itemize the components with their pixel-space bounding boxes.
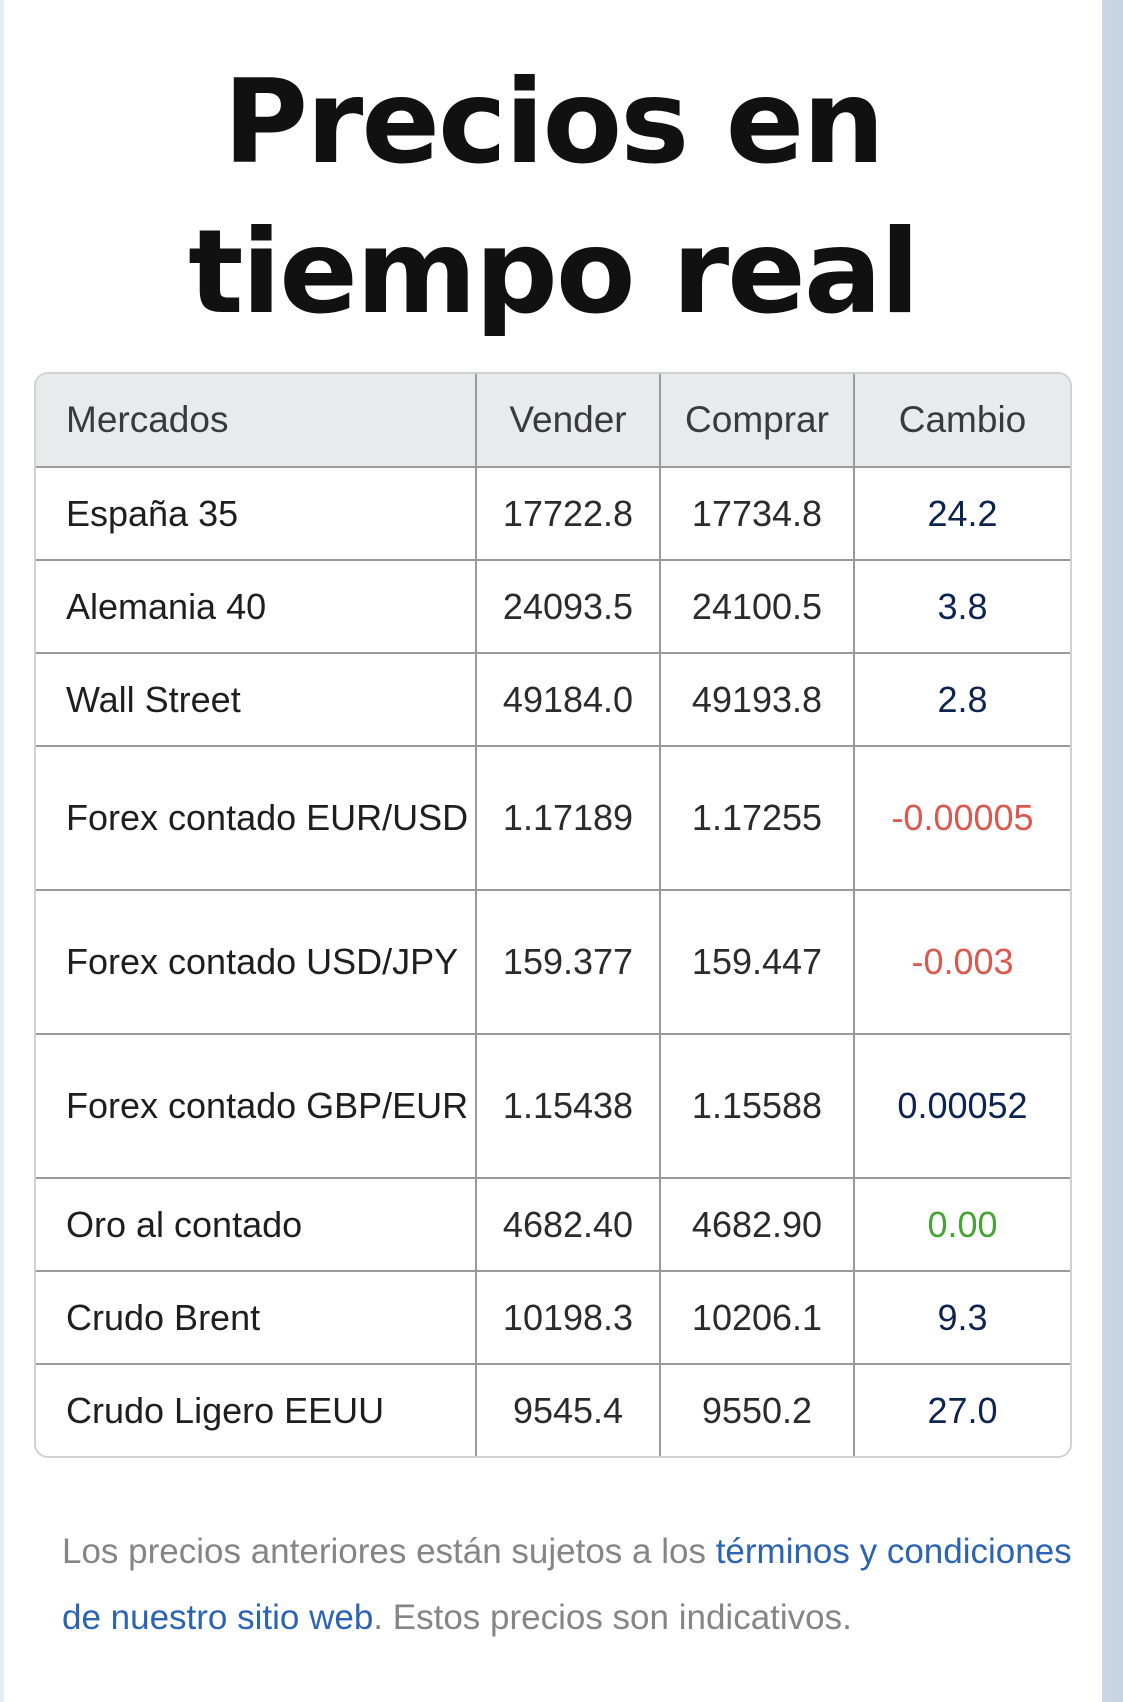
- disclaimer-text-after: . Estos precios son indicativos.: [373, 1598, 852, 1637]
- table-header-row: Mercados Vender Comprar Cambio: [36, 374, 1070, 468]
- sell-price: 10198.3: [476, 1271, 661, 1365]
- prices-table: Mercados Vender Comprar Cambio España 35…: [34, 372, 1072, 1458]
- table-row: Forex contado GBP/EUR 1.15438 1.15588 0.…: [36, 1034, 1070, 1179]
- market-name: España 35: [36, 467, 477, 561]
- buy-price: 49193.8: [660, 653, 855, 747]
- header-markets: Mercados: [36, 374, 477, 468]
- change-value: 0.00052: [854, 1034, 1070, 1179]
- disclaimer-text-before: Los precios anteriores están sujetos a l…: [62, 1532, 716, 1571]
- market-name: Forex contado EUR/USD: [36, 746, 477, 891]
- page-card: Precios en tiempo real Mercados Vender C…: [4, 0, 1102, 1702]
- table-row: Crudo Ligero EEUU 9545.4 9550.2 27.0: [36, 1364, 1070, 1456]
- buy-price: 17734.8: [660, 467, 855, 561]
- market-name: Oro al contado: [36, 1178, 477, 1272]
- page-title-line-2: tiempo real: [188, 205, 920, 340]
- table-row: España 35 17722.8 17734.8 24.2: [36, 467, 1070, 561]
- change-value: 24.2: [854, 467, 1070, 561]
- sell-price: 159.377: [476, 890, 661, 1035]
- header-sell: Vender: [476, 374, 661, 468]
- sell-price: 24093.5: [476, 560, 661, 654]
- market-name: Wall Street: [36, 653, 477, 747]
- change-value: -0.003: [854, 890, 1070, 1035]
- header-change: Cambio: [854, 374, 1070, 468]
- change-value: 9.3: [854, 1271, 1070, 1365]
- sell-price: 1.15438: [476, 1034, 661, 1179]
- market-name: Crudo Brent: [36, 1271, 477, 1365]
- buy-price: 159.447: [660, 890, 855, 1035]
- change-value: -0.00005: [854, 746, 1070, 891]
- buy-price: 9550.2: [660, 1364, 855, 1456]
- market-name: Forex contado GBP/EUR: [36, 1034, 477, 1179]
- sell-price: 49184.0: [476, 653, 661, 747]
- change-value: 0.00: [854, 1178, 1070, 1272]
- buy-price: 4682.90: [660, 1178, 855, 1272]
- table-row: Oro al contado 4682.40 4682.90 0.00: [36, 1178, 1070, 1272]
- change-value: 3.8: [854, 560, 1070, 654]
- terms-link[interactable]: términos y condiciones de nuestro sitio …: [62, 1532, 1072, 1637]
- table-row: Forex contado USD/JPY 159.377 159.447 -0…: [36, 890, 1070, 1035]
- disclaimer-text: Los precios anteriores están sujetos a l…: [62, 1519, 1072, 1651]
- market-name: Alemania 40: [36, 560, 477, 654]
- change-value: 2.8: [854, 653, 1070, 747]
- buy-price: 1.17255: [660, 746, 855, 891]
- sell-price: 17722.8: [476, 467, 661, 561]
- sell-price: 9545.4: [476, 1364, 661, 1456]
- sell-price: 1.17189: [476, 746, 661, 891]
- table-row: Alemania 40 24093.5 24100.5 3.8: [36, 560, 1070, 654]
- change-value: 27.0: [927, 1389, 998, 1431]
- table-row: Crudo Brent 10198.3 10206.1 9.3: [36, 1271, 1070, 1365]
- page-title-line-1: Precios en: [223, 55, 885, 190]
- market-name: Crudo Ligero EEUU: [36, 1364, 477, 1456]
- table-row: Wall Street 49184.0 49193.8 2.8: [36, 653, 1070, 747]
- market-name: Forex contado USD/JPY: [36, 890, 477, 1035]
- buy-price: 1.15588: [660, 1034, 855, 1179]
- header-buy: Comprar: [660, 374, 855, 468]
- buy-price: 10206.1: [660, 1271, 855, 1365]
- buy-price: 24100.5: [660, 560, 855, 654]
- table-row: Forex contado EUR/USD 1.17189 1.17255 -0…: [36, 746, 1070, 891]
- page-title: Precios en tiempo real: [4, 48, 1102, 348]
- sell-price: 4682.40: [476, 1178, 661, 1272]
